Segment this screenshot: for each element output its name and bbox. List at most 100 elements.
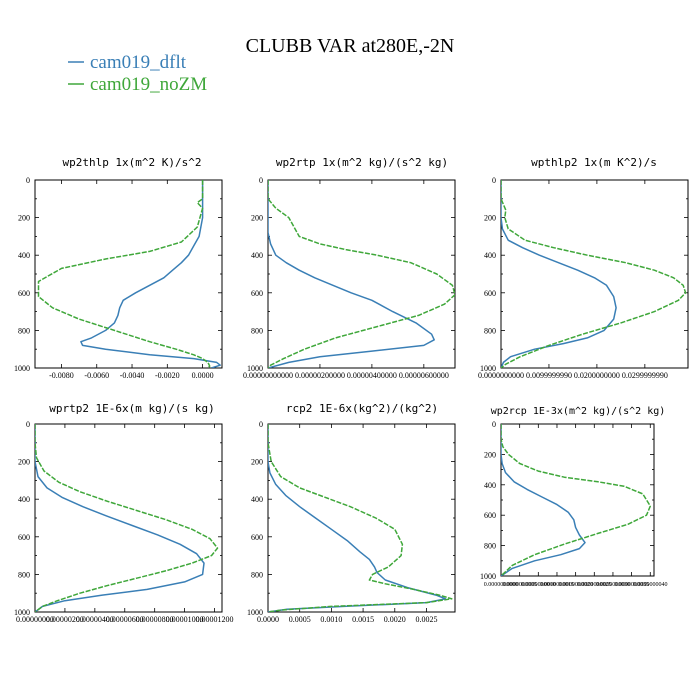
y-tick-label: 800 [251,326,263,335]
y-tick-label: 200 [251,458,263,467]
x-tick-label: 0.00000200 [46,615,84,624]
y-tick-label: 800 [484,326,496,335]
panel-title-wprtp2: wprtp2 1E-6x(m kg)/(s kg) [49,402,215,415]
y-tick-label: 600 [18,533,30,542]
y-tick-label: 800 [18,570,30,579]
panel-wprtp2: wprtp2 1E-6x(m kg)/(s kg) 0 200 400 600 800 10… [14,402,234,624]
y-tick-label: 800 [484,542,496,551]
series-line-cam019_noZM [37,180,211,368]
x-tick-label: -0.0060 [84,371,109,380]
x-tick-label: 0.00001200 [196,615,234,624]
y-tick-label: 200 [484,450,496,459]
x-tick-label: 0.0000 [257,615,279,624]
y-tick-label: 200 [18,458,30,467]
x-tick-label: 0.0000000025 [577,582,612,588]
x-tick-label: 0.0000000020 [558,582,593,588]
x-tick-label: -0.0080 [49,371,74,380]
x-tick-label: 0.00000200000 [295,371,345,380]
x-tick-label: 0.0000000030 [596,582,631,588]
x-tick-label: 0.0299999990 [622,371,668,380]
x-tick-label: 0.00000800 [136,615,174,624]
x-tick-label: 0.0000000015 [540,582,575,588]
x-tick-label: 0.0005 [289,615,311,624]
y-tick-label: 0 [26,176,30,185]
x-tick-label: -0.0020 [155,371,180,380]
plot-frame-wp2rtp [267,179,456,369]
series-line-cam019_dflt [501,424,586,576]
y-tick-label: 600 [18,289,30,298]
y-tick-label: 200 [484,214,496,223]
panel-wp2thlp: wp2thlp 1x(m^2 K)/s^2 0 200 400 600 800 1000 -0… [14,156,223,380]
y-tick-label: 1000 [14,608,30,617]
y-tick-label: 200 [18,214,30,223]
panel-title-wp2rtp: wp2rtp 1x(m^2 kg)/(s^2 kg) [276,156,448,169]
series-line-cam019_dflt [268,180,435,368]
x-tick-label: 0.00001000 [166,615,204,624]
plot-frame-wprtp2 [34,423,223,613]
y-tick-label: 600 [484,289,496,298]
panel-wpthlp2: wpthlp2 1x(m K^2)/s020040060080010000.00… [478,156,689,380]
x-tick-label: 0.0025 [415,615,437,624]
y-tick-label: 1000 [480,364,496,373]
x-tick-label: 0.0000000000 [478,371,524,380]
y-tick-label: 0 [259,176,263,185]
plot-frame-wp2thlp [34,179,223,369]
y-tick-label: 400 [251,251,263,260]
y-tick-label: 1000 [247,364,263,373]
y-tick-label: 1000 [14,364,30,373]
x-tick-label: 0.0020 [384,615,406,624]
x-tick-label: 0.00000400 [76,615,114,624]
series-line-cam019_dflt [501,180,617,368]
x-tick-label: 0.00000600 [106,615,144,624]
x-tick-label: 0.00000000000 [243,371,293,380]
x-tick-label: 0.0000000040 [633,582,668,588]
y-tick-label: 800 [251,570,263,579]
legend: cam019_dflt cam019_noZM [68,52,207,95]
series-line-cam019_noZM [501,424,652,576]
x-tick-label: 0.00000600000 [399,371,449,380]
x-tick-label: 0.0099999990 [526,371,572,380]
panels-group: wp2thlp 1x(m^2 K)/s^2 0 200 400 600 800 1000 -0… [14,156,689,624]
plot-frame-wp2rcp [500,423,655,577]
x-tick-label: 0.0000000000 [484,582,519,588]
x-tick-label: 0.00000400000 [347,371,397,380]
series-line-cam019_dflt [80,180,221,368]
series-line-cam019_dflt [268,424,447,612]
x-tick-label: -0.0040 [120,371,145,380]
legend-label-dflt: cam019_dflt [90,52,187,73]
panel-title-wpthlp2: wpthlp2 1x(m K^2)/s [531,156,657,169]
series-line-cam019_dflt [35,424,205,612]
y-tick-label: 600 [251,533,263,542]
y-tick-label: 600 [251,289,263,298]
x-tick-label: 0.0010 [320,615,342,624]
y-tick-label: 400 [484,251,496,260]
panel-wp2rcp: wp2rcp 1E-3x(m^2 kg)/(s^2 kg) 0 200 400 600 8… [480,406,668,588]
y-tick-label: 0 [259,420,263,429]
y-tick-label: 400 [484,481,496,490]
plot-frame-rcp2 [267,423,456,613]
series-line-cam019_noZM [35,424,219,612]
y-tick-label: 800 [18,326,30,335]
y-tick-label: 0 [26,420,30,429]
x-tick-label: 0.0015 [352,615,374,624]
panel-title-rcp2: rcp2 1E-6x(kg^2)/(kg^2) [286,402,438,415]
y-tick-label: 400 [18,251,30,260]
x-tick-label: 0.0200000000 [574,371,620,380]
plot-frame-wpthlp2 [500,179,689,369]
x-tick-label: 0.0000000005 [502,582,537,588]
chart-title: CLUBB VAR at280E,-2N [246,35,455,57]
x-tick-label: 0.0000000010 [521,582,556,588]
y-tick-label: 0 [492,176,496,185]
panel-title-wp2rcp: wp2rcp 1E-3x(m^2 kg)/(s^2 kg) [491,406,666,417]
legend-label-nozm: cam019_noZM [90,74,207,95]
y-tick-label: 200 [251,214,263,223]
y-tick-label: 400 [251,495,263,504]
panel-title-wp2thlp: wp2thlp 1x(m^2 K)/s^2 [62,156,201,169]
y-tick-label: 400 [18,495,30,504]
panel-wp2rtp: wp2rtp 1x(m^2 kg)/(s^2 kg) 0 200 400 600 800 1… [243,156,456,380]
y-tick-label: 600 [484,511,496,520]
y-tick-label: 0 [492,420,496,429]
panel-rcp2: rcp2 1E-6x(kg^2)/(kg^2) 0 200 400 600 800 1000… [247,402,456,624]
y-tick-label: 1000 [480,572,496,581]
